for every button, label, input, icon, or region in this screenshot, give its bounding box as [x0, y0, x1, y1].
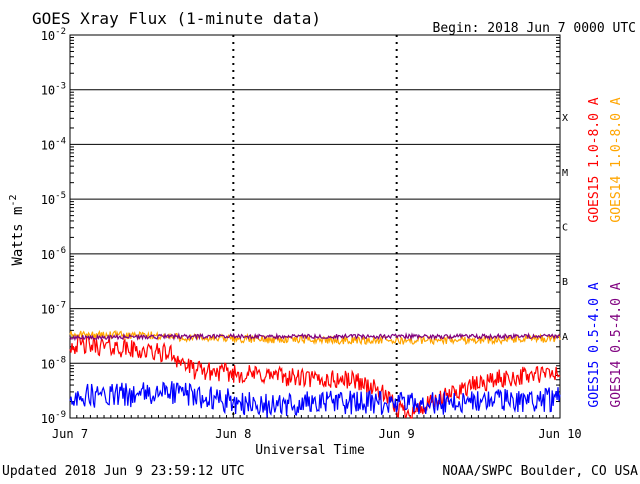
x-tick-label: Jun 10	[538, 427, 581, 441]
y-tick-label: 10-5	[41, 191, 66, 207]
y-tick-label: 10-2	[41, 27, 66, 43]
x-tick-label: Jun 7	[52, 427, 88, 441]
legend: GOES15 1.0-8.0 A GOES14 1.0-8.0 A GOES15 0…	[587, 97, 624, 407]
legend-entry: GOES14 0.5-4.0 A	[609, 282, 624, 407]
x-tick-label: Jun 9	[379, 427, 415, 441]
flare-class-label: C	[562, 223, 568, 234]
flare-class-label: X	[562, 113, 568, 124]
updated-timestamp: Updated 2018 Jun 9 23:59:12 UTC	[2, 464, 245, 479]
series-line	[69, 329, 561, 346]
credit-text: NOAA/SWPC Boulder, CO USA	[442, 464, 638, 479]
y-tick-label: 10-4	[41, 136, 66, 152]
y-tick-label: 10-9	[41, 410, 66, 426]
flare-class-labels: X M C B A	[562, 113, 568, 343]
y-axis-label: Watts m-2	[8, 194, 26, 265]
series-line	[69, 332, 561, 342]
flare-class-label: A	[562, 332, 568, 343]
legend-entry: GOES15 0.5-4.0 A	[587, 282, 602, 407]
flare-class-label: M	[562, 168, 568, 179]
flare-class-label: B	[562, 277, 568, 288]
series-line	[69, 334, 561, 419]
y-tick-label: 10-7	[41, 301, 66, 317]
x-axis-ticks: Jun 7 Jun 8 Jun 9 Jun 10	[52, 412, 582, 441]
y-tick-label: 10-6	[41, 246, 66, 262]
legend-entry: GOES14 1.0-8.0 A	[609, 97, 624, 222]
plot-frame	[69, 34, 561, 419]
y-axis-label-text: Watts m	[10, 207, 26, 266]
chart-title: GOES Xray Flux (1-minute data)	[32, 9, 321, 28]
series-lines	[69, 329, 561, 419]
plot-background	[69, 34, 561, 419]
series-line	[69, 381, 561, 418]
y-axis-label-exponent: -2	[8, 194, 19, 206]
y-tick-label: 10-3	[41, 82, 66, 98]
x-tick-label: Jun 8	[215, 427, 251, 441]
y-axis-ticks: 10-2 10-3 10-4 10-5 10-6 10-7 10-8 10-9	[41, 27, 560, 426]
begin-label: Begin: 2018 Jun 7 0000 UTC	[433, 21, 637, 36]
y-tick-label: 10-8	[41, 355, 66, 371]
legend-entry: GOES15 1.0-8.0 A	[587, 97, 602, 222]
x-axis-label: Universal Time	[255, 443, 365, 458]
